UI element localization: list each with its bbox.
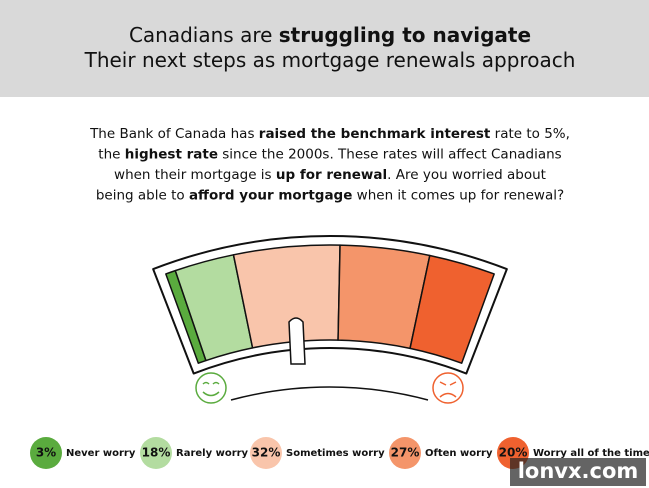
sad-face — [432, 372, 464, 404]
legend-value: 27% — [391, 446, 420, 460]
header-band — [0, 0, 649, 97]
description-line-run: when their mortgage is — [114, 167, 276, 183]
gauge-segment — [232, 244, 341, 349]
legend-label: Sometimes worry — [286, 448, 385, 459]
description-line-run: The Bank of Canada has — [89, 126, 259, 142]
gauge-segment — [409, 254, 495, 364]
sad-face-features — [439, 381, 457, 398]
description-line-run: rate to 5%, — [490, 126, 570, 142]
legend-label: Often worry — [425, 448, 493, 459]
title-line-run: Canadians are — [129, 23, 279, 47]
title-line: Canadians are struggling to navigate — [129, 23, 531, 47]
bottom-arc — [230, 386, 429, 401]
description-line-run: when it comes up for renewal? — [352, 188, 564, 204]
legend-swatch — [140, 437, 172, 469]
description-line: the highest rate since the 2000s. These … — [98, 147, 561, 163]
legend-label: Worry all of the time — [533, 448, 649, 459]
legend-value: 3% — [36, 446, 56, 460]
legend-swatch — [30, 437, 62, 469]
description-line-run: up for renewal — [276, 167, 387, 183]
legend-value: 20% — [499, 446, 528, 460]
faces — [195, 372, 464, 404]
happy-face — [195, 372, 227, 404]
legend-swatch — [250, 437, 282, 469]
watermark-bg — [510, 458, 646, 486]
description-line: The Bank of Canada has raised the benchm… — [89, 126, 570, 142]
legend-value: 18% — [142, 446, 171, 460]
description-line-run: the — [98, 147, 124, 163]
description-line-run: raised the benchmark interest — [259, 126, 491, 142]
description-line-run: afford your mortgage — [189, 188, 352, 204]
legend-swatch — [389, 437, 421, 469]
happy-face-features — [202, 381, 220, 397]
legend-label: Never worry — [66, 448, 136, 459]
needle — [288, 317, 306, 365]
legend-value: 32% — [252, 446, 281, 460]
description-line-run: being able to — [96, 188, 189, 204]
description-line: when their mortgage is up for renewal. A… — [114, 167, 546, 183]
title-line-run: struggling to navigate — [279, 23, 531, 47]
title-line-run: Their next steps as mortgage renewals ap… — [84, 48, 576, 72]
title-line: Their next steps as mortgage renewals ap… — [84, 48, 576, 72]
description-line-run: highest rate — [125, 147, 218, 163]
description-line-run: since the 2000s. These rates will affect… — [218, 147, 562, 163]
description-line: being able to afford your mortgage when … — [96, 188, 564, 204]
description-line-run: . Are you worried about — [387, 167, 546, 183]
legend-label: Rarely worry — [176, 448, 249, 459]
watermark: lonvx.com — [518, 459, 639, 483]
